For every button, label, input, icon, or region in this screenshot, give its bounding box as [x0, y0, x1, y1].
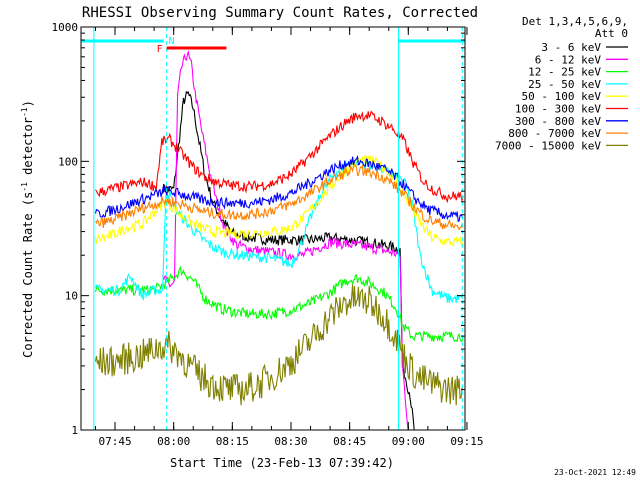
legend-header-line1: Det 1,3,4,5,6,9, — [522, 15, 628, 28]
footer-timestamp: 23-Oct-2021 12:49 — [554, 468, 636, 477]
series-line — [94, 284, 464, 406]
flare-label: F — [157, 44, 163, 55]
y-tick-label: 100 — [58, 155, 78, 168]
legend-item-label: 25 - 50 keV — [528, 78, 601, 91]
y-tick-label: 1000 — [52, 21, 79, 34]
legend-item-label: 50 - 100 keV — [522, 90, 602, 103]
plot-area: FN — [81, 27, 465, 431]
series-line — [94, 265, 464, 343]
x-tick-label: 08:00 — [157, 435, 190, 448]
series-line — [94, 157, 464, 304]
series-line — [162, 49, 409, 431]
legend-item-label: 100 - 300 keV — [515, 103, 601, 116]
legend-item-label: 3 - 6 keV — [541, 41, 601, 54]
legend-item-label: 6 - 12 keV — [535, 53, 602, 66]
y-tick-label: 10 — [65, 290, 78, 303]
x-tick-label: 08:30 — [274, 435, 307, 448]
x-tick-label: 08:15 — [216, 435, 249, 448]
x-tick-label: 09:00 — [392, 435, 425, 448]
y-axis-label: Corrected Count Rate (s-1 detector-1) — [20, 100, 35, 358]
legend-item-label: 12 - 25 keV — [528, 66, 601, 79]
series-line — [95, 110, 464, 204]
x-axis: 07:45 08:00 08:15 08:30 08:45 09:00 09:15 — [94, 27, 484, 448]
legend-item-label: 300 - 800 keV — [515, 115, 601, 128]
series-line — [94, 155, 464, 223]
night-label: N — [169, 36, 175, 47]
x-tick-label: 07:45 — [98, 435, 131, 448]
series-line — [95, 163, 464, 231]
y-tick-label: 1 — [71, 424, 78, 437]
legend-item-label: 800 - 7000 keV — [508, 127, 601, 140]
legend-header-line2: Att 0 — [595, 27, 628, 40]
x-tick-label: 08:45 — [333, 435, 366, 448]
plot-frame — [80, 26, 466, 431]
chart-title: RHESSI Observing Summary Count Rates, Co… — [82, 5, 478, 21]
x-axis-label: Start Time (23-Feb-13 07:39:42) — [170, 456, 394, 470]
y-axis: 1 10 100 1000 — [52, 21, 465, 437]
legend-item-label: 7000 - 15000 keV — [495, 139, 601, 152]
x-tick-label: 09:15 — [450, 435, 483, 448]
